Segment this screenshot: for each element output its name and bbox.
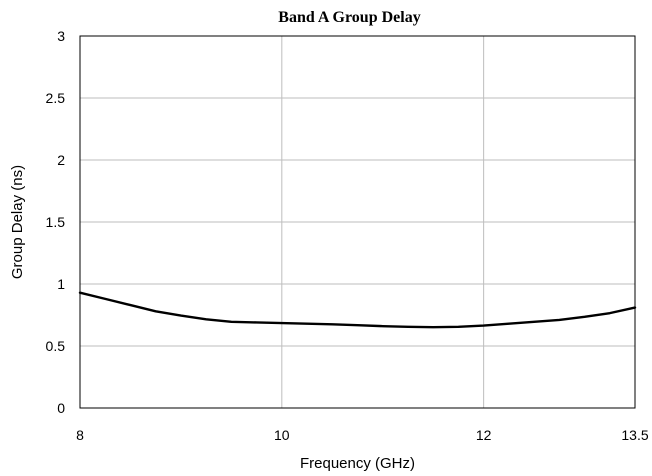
y-tick-label: 0.5 [46,338,66,354]
x-tick-label: 12 [476,427,492,443]
plot-area-frame [79,35,636,409]
x-tick-label: 8 [76,427,84,443]
y-axis-label: Group Delay (ns) [9,165,26,279]
y-tick-label: 2.5 [46,90,66,106]
x-tick-label: 13.5 [621,427,648,443]
x-tick-label: 10 [274,427,290,443]
tick-labels: 0 0.5 1 1.5 2 2.5 3 8 10 12 13.5 [46,28,649,443]
series-layer [78,291,637,329]
y-tick-label: 1.5 [46,214,66,230]
group-delay-series-line [78,291,637,329]
grid-lines [79,35,636,409]
y-tick-label: 1 [57,276,65,292]
x-axis-label: Frequency (GHz) [300,455,415,472]
y-tick-label: 3 [57,28,65,44]
y-tick-label: 0 [57,400,65,416]
chart-title: Band A Group Delay [278,9,420,26]
y-tick-label: 2 [57,152,65,168]
